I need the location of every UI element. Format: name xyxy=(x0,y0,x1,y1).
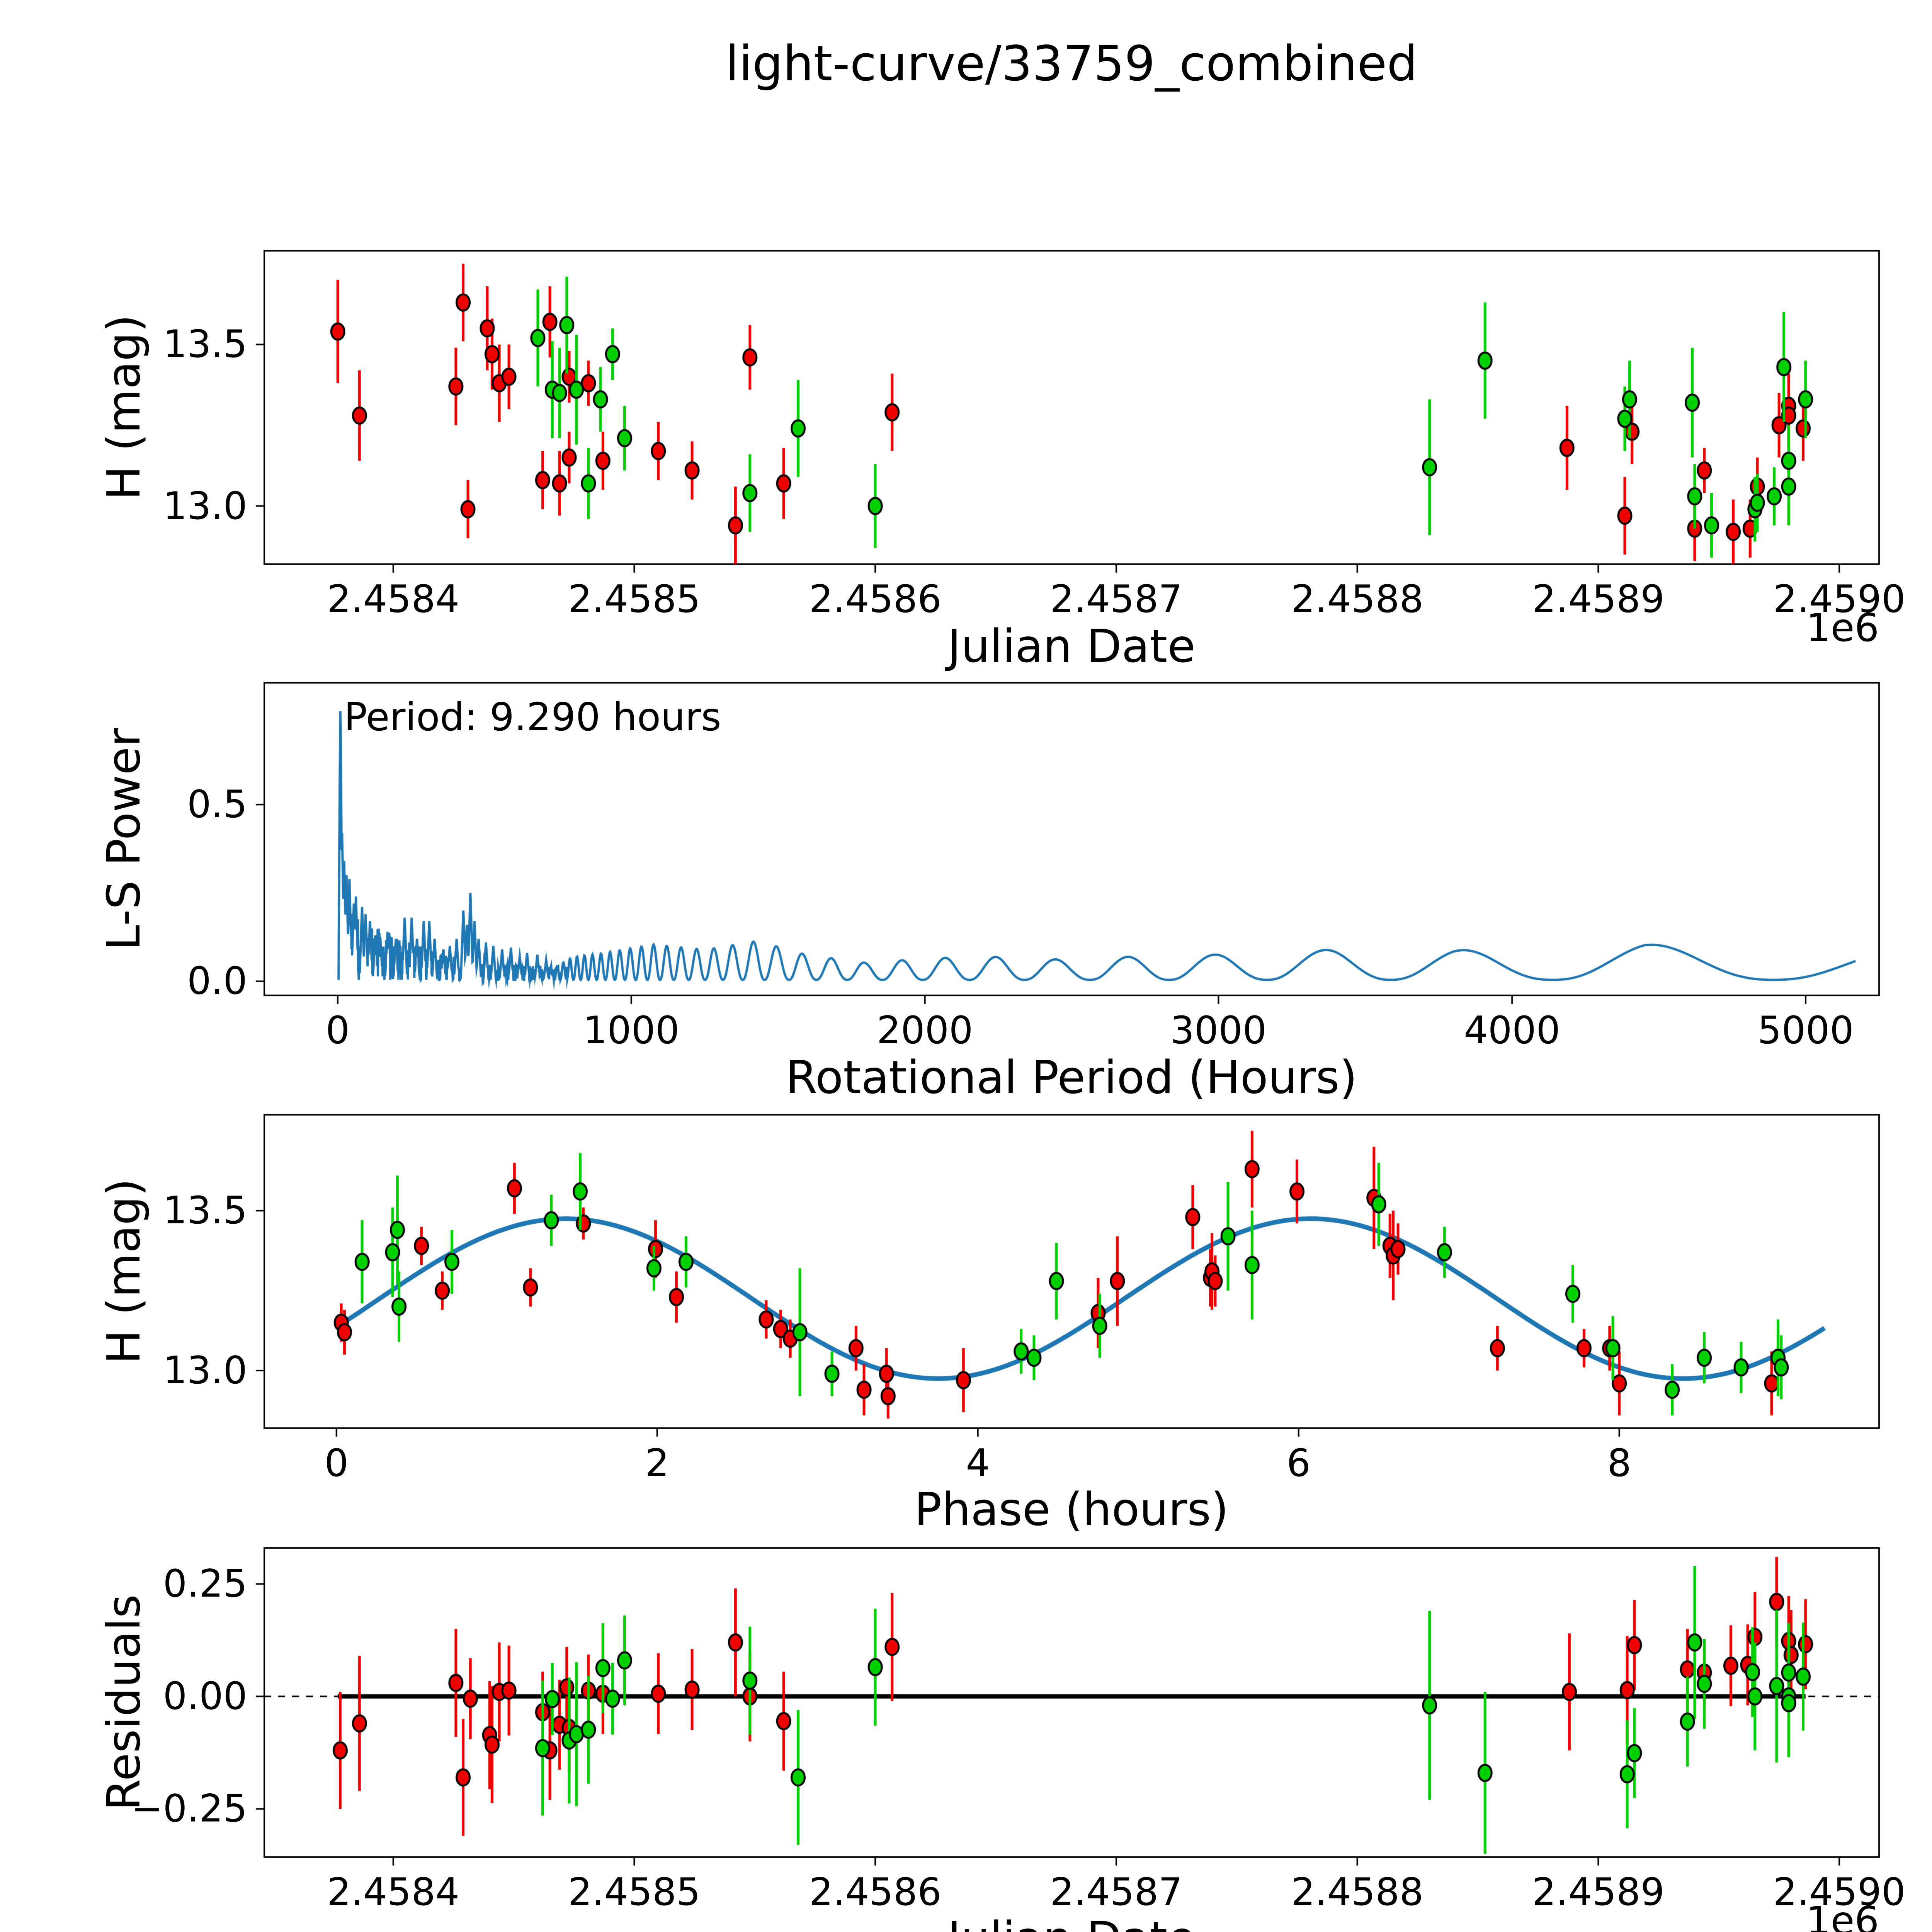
panel3-ytick-label-0: 13.0 xyxy=(163,1349,247,1393)
panel4-ylabel: Residuals xyxy=(97,1594,150,1811)
panel3-xtick-label-2: 4 xyxy=(966,1441,990,1485)
panel3-xtick-label-4: 8 xyxy=(1607,1441,1631,1485)
panel3-ytick-label-1: 13.5 xyxy=(163,1189,247,1233)
panel4-xtick-label-0: 2.4584 xyxy=(327,1870,460,1914)
panel2-xtick-label-3: 3000 xyxy=(1170,1009,1267,1053)
panel3-xtick-label-1: 2 xyxy=(645,1441,669,1485)
panel1-xtick-label-4: 2.4588 xyxy=(1291,577,1424,621)
panel1-xtick-label-5: 2.4589 xyxy=(1532,577,1665,621)
panel3-ylabel: H (mag) xyxy=(97,1178,150,1364)
panel4-xtick-label-4: 2.4588 xyxy=(1291,1870,1424,1914)
panel2-ytick-label-1: 0.5 xyxy=(187,782,247,827)
panel4-xlabel: Julian Date xyxy=(947,1915,1196,1932)
panel4-axis-offset-label: 1e6 xyxy=(1806,1898,1879,1932)
panel4-ytick-label-1: 0.00 xyxy=(163,1674,247,1719)
panel1-xtick-label-2: 2.4586 xyxy=(809,577,942,621)
panel2-ylabel: L-S Power xyxy=(97,728,150,951)
panel4-xtick-label-2: 2.4586 xyxy=(809,1870,942,1914)
panel4-ytick-label-2: 0.25 xyxy=(163,1562,247,1606)
panel2-xtick-label-0: 0 xyxy=(325,1009,350,1053)
panel1-xlabel: Julian Date xyxy=(947,619,1196,673)
panel1-ytick-label-0: 13.0 xyxy=(163,484,247,528)
figure-title: light-curve/33759_combined xyxy=(725,36,1418,92)
panel1-ylabel: H (mag) xyxy=(97,314,150,500)
panel1-ytick-label-1: 13.5 xyxy=(163,322,247,367)
panel4-xtick-label-1: 2.4585 xyxy=(568,1870,701,1914)
panel1-xtick-label-1: 2.4585 xyxy=(568,577,701,621)
panel4-xtick-label-3: 2.4587 xyxy=(1050,1870,1183,1914)
panel1-xtick-label-3: 2.4587 xyxy=(1050,577,1183,621)
panel3-xlabel: Phase (hours) xyxy=(914,1483,1229,1536)
panel2-xtick-label-5: 5000 xyxy=(1757,1009,1854,1053)
panel4-ytick-label-0: −0.25 xyxy=(131,1787,247,1831)
panel3-xtick-label-3: 6 xyxy=(1286,1441,1311,1485)
panel3-xtick-label-0: 0 xyxy=(324,1441,349,1485)
panel2-xtick-label-2: 2000 xyxy=(876,1009,973,1053)
panel2-xtick-label-1: 1000 xyxy=(583,1009,680,1053)
panel1-xtick-label-0: 2.4584 xyxy=(327,577,460,621)
panel4-xtick-label-5: 2.4589 xyxy=(1532,1870,1665,1914)
period-annotation: Period: 9.290 hours xyxy=(344,694,721,740)
panel1-xtick-label-6: 2.4590 xyxy=(1773,577,1906,621)
panel2-ytick-label-0: 0.0 xyxy=(187,959,247,1003)
panel2-xtick-label-4: 4000 xyxy=(1464,1009,1560,1053)
panel2-xlabel: Rotational Period (Hours) xyxy=(786,1051,1357,1104)
panel1-axis-offset-label: 1e6 xyxy=(1806,605,1879,650)
panel4-xtick-label-6: 2.4590 xyxy=(1773,1870,1906,1914)
